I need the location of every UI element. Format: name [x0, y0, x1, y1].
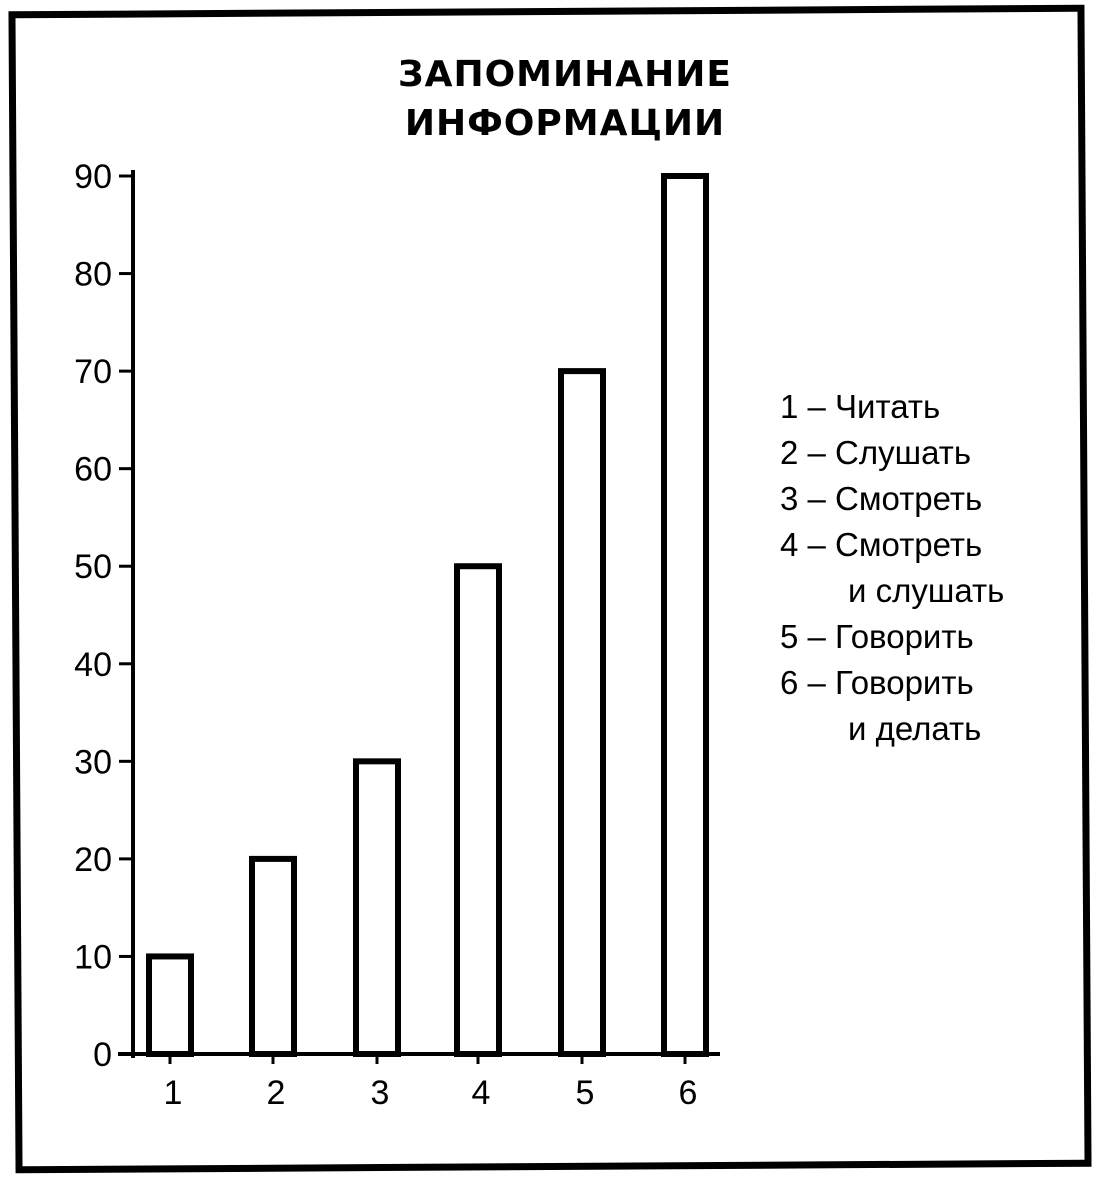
legend-item: 5 – Говорить: [780, 618, 974, 655]
legend-item-label: и делать: [848, 710, 981, 747]
y-tick-label: 90: [74, 158, 112, 196]
legend-item-label: 2 – Слушать: [780, 434, 971, 471]
y-tick-label: 80: [74, 256, 112, 294]
x-tick-label: 2: [267, 1074, 286, 1112]
x-tick-label: 5: [576, 1074, 595, 1112]
bar: [353, 758, 401, 1057]
legend-item: 2 – Слушать: [780, 434, 971, 471]
y-tick-label: 20: [74, 841, 112, 879]
legend-item-label: 1 – Читать: [780, 388, 940, 425]
bar: [454, 563, 502, 1057]
chart-title-line-1: ЗАПОМИНАНИЕ: [398, 54, 732, 95]
bar: [661, 173, 709, 1057]
y-tick-label: 40: [74, 646, 112, 684]
legend-item-label: и слушать: [848, 572, 1004, 609]
legend-item: 6 – Говорить и делать: [780, 664, 981, 747]
legend-item-label: 3 – Смотреть: [780, 480, 982, 517]
y-tick-label: 10: [74, 938, 112, 976]
y-tick-label: 0: [93, 1036, 112, 1074]
x-tick-label: 6: [679, 1074, 698, 1112]
y-tick-label: 50: [74, 548, 112, 586]
bars: [146, 173, 709, 1058]
legend-item: 4 – Смотреть и слушать: [780, 526, 1004, 609]
y-tick-label: 70: [74, 353, 112, 391]
legend-item: 3 – Смотреть: [780, 480, 982, 517]
bar: [249, 855, 297, 1058]
legend-item-label: 5 – Говорить: [780, 618, 974, 655]
chart-title-line-2: ИНФОРМАЦИИ: [405, 103, 725, 144]
legend-item: 1 – Читать: [780, 388, 940, 425]
x-tick-label: 1: [164, 1074, 183, 1112]
axes: 0 10 20 30 40 50 60 70 80 90 1 2 3 4 5 6: [74, 158, 720, 1112]
legend-item-label: 6 – Говорить: [780, 664, 974, 701]
bar: [146, 953, 194, 1058]
legend-item-label: 4 – Смотреть: [780, 526, 982, 563]
legend: 1 – Читать 2 – Слушать 3 – Смотреть 4 – Смо…: [780, 388, 1004, 747]
x-tick-label: 4: [472, 1074, 491, 1112]
bar: [558, 368, 606, 1058]
y-tick-label: 60: [74, 451, 112, 489]
y-tick-label: 30: [74, 743, 112, 781]
x-tick-label: 3: [371, 1074, 390, 1112]
